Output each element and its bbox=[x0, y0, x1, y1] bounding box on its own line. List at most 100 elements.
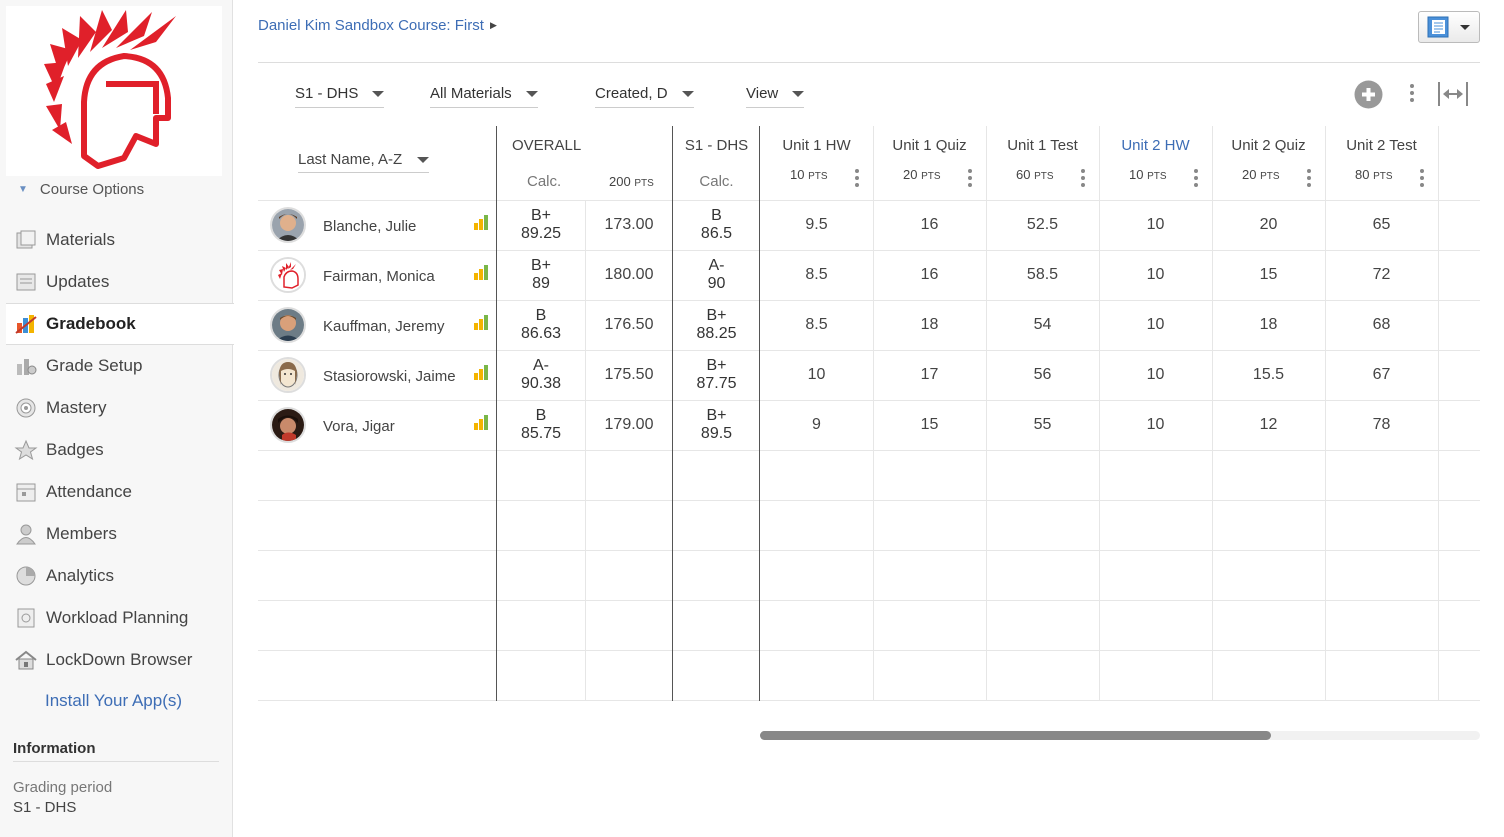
grid-row-divider bbox=[258, 550, 1480, 551]
breadcrumb: Daniel Kim Sandbox Course: First ▶ bbox=[258, 17, 497, 34]
score-cell[interactable]: 56 bbox=[1033, 366, 1052, 383]
score-cell[interactable]: 58.5 bbox=[1026, 266, 1059, 283]
score-cell[interactable]: 8.5 bbox=[805, 266, 828, 283]
score-cell[interactable]: 10 bbox=[1146, 416, 1165, 433]
period-grade[interactable]: B 86.5 bbox=[673, 207, 760, 243]
period-grade[interactable]: A- 90 bbox=[673, 257, 760, 293]
assignment-column-title[interactable]: Unit 1 Test bbox=[1007, 137, 1078, 154]
score-cell[interactable]: 54 bbox=[1033, 316, 1052, 333]
student-name[interactable]: Fairman, Monica bbox=[323, 268, 435, 285]
assignment-column-title[interactable]: Unit 2 Quiz bbox=[1231, 137, 1306, 154]
column-options-icon[interactable] bbox=[968, 169, 972, 189]
overall-points: 175.50 bbox=[604, 366, 654, 383]
period-column-title: S1 - DHS bbox=[684, 137, 749, 154]
overall-grade[interactable]: A- 90.38 bbox=[497, 357, 585, 393]
period-grade[interactable]: B+ 88.25 bbox=[673, 307, 760, 343]
score-cell[interactable]: 20 bbox=[1259, 216, 1278, 233]
assignment-points: 20 PTS bbox=[903, 167, 941, 182]
sidebar-item-badges[interactable]: Badges bbox=[6, 429, 233, 471]
score-cell[interactable]: 9.5 bbox=[805, 216, 828, 233]
add-column-icon[interactable] bbox=[1354, 80, 1383, 109]
sidebar-item-updates[interactable]: Updates bbox=[6, 261, 233, 303]
points-value: 10 bbox=[1129, 167, 1144, 182]
grade-stats-icon[interactable] bbox=[474, 314, 488, 330]
assignment-column-title[interactable]: Unit 1 HW bbox=[782, 137, 851, 154]
student-name[interactable]: Kauffman, Jeremy bbox=[323, 318, 445, 335]
sidebar-item-members[interactable]: Members bbox=[6, 513, 233, 555]
score-cell[interactable]: 15 bbox=[1259, 266, 1278, 283]
period-grade[interactable]: B+ 87.75 bbox=[673, 357, 760, 393]
assignment-column-title[interactable]: Unit 2 Test bbox=[1346, 137, 1417, 154]
install-apps-link[interactable]: Install Your App(s) bbox=[45, 691, 183, 710]
points-value: 80 bbox=[1355, 167, 1370, 182]
overall-points: 173.00 bbox=[604, 216, 654, 233]
score-cell[interactable]: 10 bbox=[1146, 266, 1165, 283]
score-cell[interactable]: 65 bbox=[1372, 216, 1391, 233]
score-cell[interactable]: 15 bbox=[920, 416, 939, 433]
score-cell[interactable]: 9 bbox=[812, 416, 821, 433]
sidebar-item-label: Mastery bbox=[46, 398, 107, 417]
overall-points: 180.00 bbox=[604, 266, 654, 283]
column-options-icon[interactable] bbox=[1081, 169, 1085, 189]
grade-stats-icon[interactable] bbox=[474, 214, 488, 230]
student-sort-dropdown[interactable]: Last Name, A-Z bbox=[298, 147, 429, 173]
sidebar-item-workload-planning[interactable]: Workload Planning bbox=[6, 597, 233, 639]
column-options-icon[interactable] bbox=[855, 169, 859, 189]
view-filter[interactable]: View bbox=[746, 82, 805, 108]
score-cell[interactable]: 12 bbox=[1259, 416, 1278, 433]
sort-filter[interactable]: Created, D bbox=[595, 82, 694, 108]
student-name[interactable]: Vora, Jigar bbox=[323, 418, 395, 435]
score-cell[interactable]: 16 bbox=[920, 216, 939, 233]
view-mode-button[interactable] bbox=[1418, 11, 1480, 43]
score-cell[interactable]: 18 bbox=[920, 316, 939, 333]
overall-grade[interactable]: B 85.75 bbox=[497, 407, 585, 443]
score-cell[interactable]: 52.5 bbox=[1026, 216, 1059, 233]
score-cell[interactable]: 16 bbox=[920, 266, 939, 283]
score-cell[interactable]: 67 bbox=[1372, 366, 1391, 383]
score-cell[interactable]: 17 bbox=[920, 366, 939, 383]
grid-row-divider bbox=[258, 500, 1480, 501]
column-options-icon[interactable] bbox=[1307, 169, 1311, 189]
sidebar-item-mastery[interactable]: Mastery bbox=[6, 387, 233, 429]
grade-stats-icon[interactable] bbox=[474, 364, 488, 380]
column-options-icon[interactable] bbox=[1194, 169, 1198, 189]
sidebar-item-grade-setup[interactable]: Grade Setup bbox=[6, 345, 233, 387]
score-cell[interactable]: 10 bbox=[1146, 366, 1165, 383]
materials-filter[interactable]: All Materials bbox=[430, 82, 538, 108]
grade-letter: A- bbox=[708, 257, 725, 274]
score-cell[interactable]: 18 bbox=[1259, 316, 1278, 333]
score-cell[interactable]: 10 bbox=[1146, 216, 1165, 233]
points-value: 10 bbox=[790, 167, 805, 182]
score-cell[interactable]: 10 bbox=[807, 366, 826, 383]
grade-stats-icon[interactable] bbox=[474, 414, 488, 430]
horizontal-scroll-thumb[interactable] bbox=[760, 731, 1271, 740]
period-grade[interactable]: B+ 89.5 bbox=[673, 407, 760, 443]
overall-grade[interactable]: B+ 89 bbox=[497, 257, 585, 293]
column-options-icon[interactable] bbox=[1420, 169, 1424, 189]
score-cell[interactable]: 8.5 bbox=[805, 316, 828, 333]
grade-stats-icon[interactable] bbox=[474, 264, 488, 280]
student-name[interactable]: Stasiorowski, Jaime bbox=[323, 368, 456, 385]
student-name[interactable]: Blanche, Julie bbox=[323, 218, 417, 235]
score-cell[interactable]: 78 bbox=[1372, 416, 1391, 433]
sidebar-item-attendance[interactable]: Attendance bbox=[6, 471, 233, 513]
sidebar-item-gradebook[interactable]: Gradebook bbox=[6, 303, 234, 345]
more-options-icon[interactable] bbox=[1410, 84, 1414, 104]
sidebar-item-materials[interactable]: Materials bbox=[6, 219, 233, 261]
sidebar-item-analytics[interactable]: Analytics bbox=[6, 555, 233, 597]
score-cell[interactable]: 15.5 bbox=[1252, 366, 1285, 383]
score-cell[interactable]: 68 bbox=[1372, 316, 1391, 333]
score-cell[interactable]: 72 bbox=[1372, 266, 1391, 283]
score-cell[interactable]: 55 bbox=[1033, 416, 1052, 433]
overall-grade[interactable]: B 86.63 bbox=[497, 307, 585, 343]
breadcrumb-course-link[interactable]: Daniel Kim Sandbox Course: First bbox=[258, 17, 484, 34]
grade-percent: 88.25 bbox=[696, 325, 737, 342]
sidebar-item-lockdown-browser[interactable]: LockDown Browser bbox=[6, 639, 233, 681]
assignment-column-title[interactable]: Unit 1 Quiz bbox=[892, 137, 967, 154]
assignment-column-title[interactable]: Unit 2 HW bbox=[1121, 137, 1190, 154]
overall-grade[interactable]: B+ 89.25 bbox=[497, 207, 585, 243]
score-cell[interactable]: 10 bbox=[1146, 316, 1165, 333]
course-options-toggle[interactable]: ▼ Course Options bbox=[18, 181, 144, 198]
grading-period-filter[interactable]: S1 - DHS bbox=[295, 82, 385, 108]
expand-columns-icon[interactable] bbox=[1437, 80, 1469, 108]
